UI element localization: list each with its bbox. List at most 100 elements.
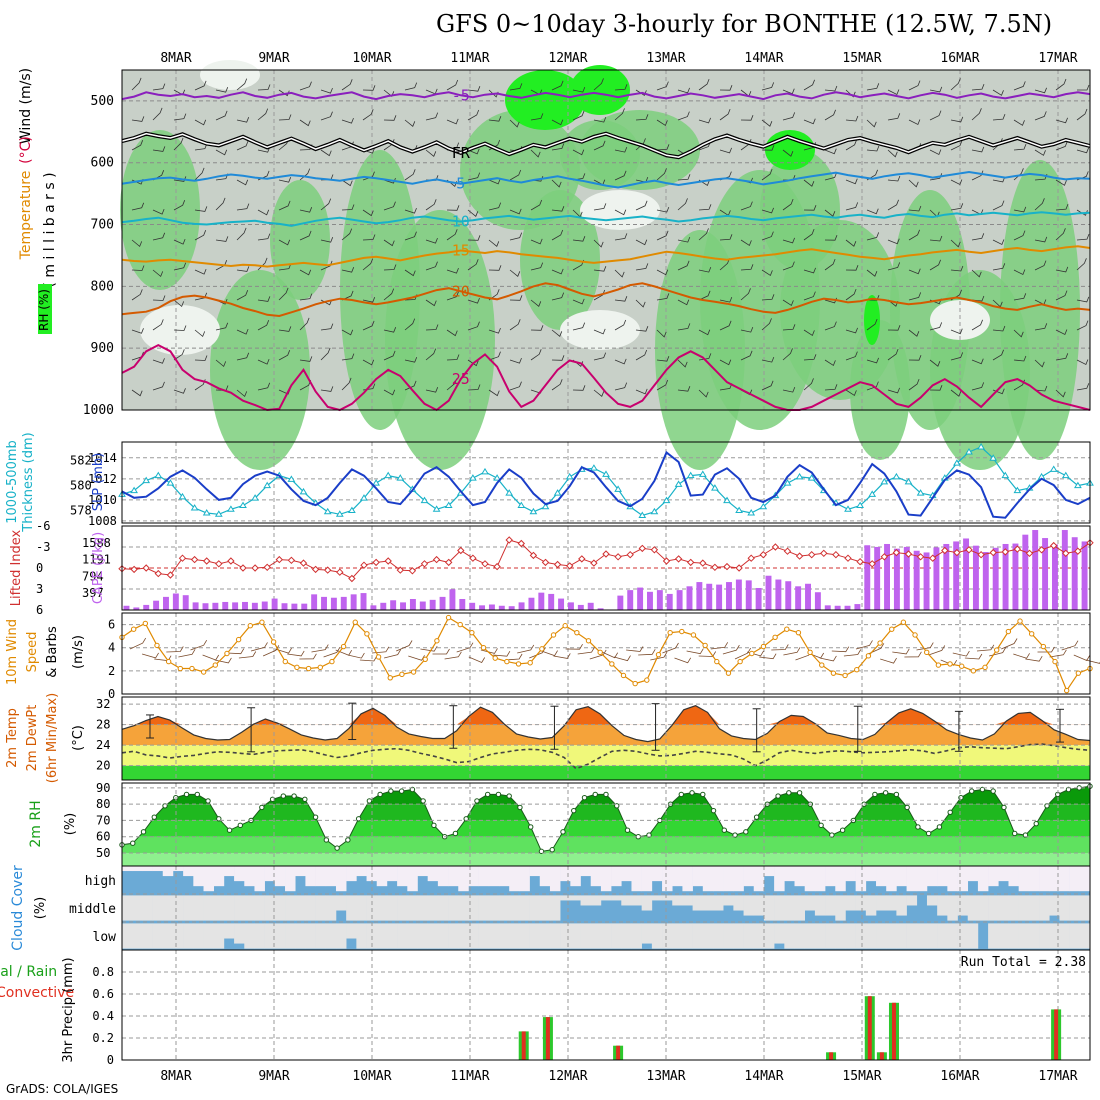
wind-barb [656, 379, 669, 391]
cloud-clear-cell [203, 923, 215, 949]
temp2m-frame [121, 696, 1091, 781]
wind-barb [320, 386, 334, 392]
cloud-clear-cell [743, 866, 755, 887]
wind-barb [782, 149, 794, 157]
wind-barb [1034, 111, 1047, 121]
thickness-marker [130, 486, 138, 494]
cape-bar [972, 545, 979, 610]
wind-barb [383, 288, 395, 301]
lifted-index-marker [408, 567, 417, 575]
wind-barb [299, 356, 313, 362]
wind-speed-marker [247, 623, 253, 629]
thickness-marker [565, 472, 574, 480]
date-label: 8MAR [160, 1069, 191, 1084]
rh-marker [506, 793, 512, 799]
lifted-index-marker [783, 547, 792, 555]
thickness-marker [1049, 465, 1058, 472]
wind-barb [236, 352, 250, 361]
wind-barb [215, 197, 226, 211]
rh-marker [312, 814, 319, 820]
wind-barb [1076, 233, 1090, 241]
wind-barb [362, 359, 375, 366]
cloud-clear-cell [916, 923, 928, 949]
lifted-index-marker [735, 564, 743, 572]
wind-speed-marker [259, 619, 265, 625]
cape-tick-label: 1191 [82, 553, 111, 567]
wind-barb [950, 352, 964, 361]
cloud-clear-cell [335, 923, 347, 949]
wind-barb [530, 238, 543, 245]
wind-speed-marker [819, 662, 825, 668]
cloud-clear-cell [672, 923, 683, 949]
wind-barb [614, 233, 628, 241]
thickness-marker [323, 507, 332, 515]
wind-barb [572, 236, 586, 242]
lifted-index-marker [1001, 548, 1010, 556]
rh-marker [990, 788, 996, 794]
wind-barb [593, 389, 605, 397]
wind-barb [467, 259, 479, 271]
wind-barb [341, 204, 355, 211]
contour-4: 15 [121, 242, 1091, 268]
cloud-clear-cell [305, 866, 316, 887]
thickness-marker [614, 485, 622, 492]
rh-marker [979, 786, 986, 793]
thickness-marker [698, 470, 707, 477]
cloud-clear-cell [1039, 923, 1050, 949]
cloud-clear-cell [549, 866, 561, 892]
cloud-clear-cell [631, 923, 642, 949]
wind-barb [1034, 323, 1048, 331]
wind-speed-marker [364, 631, 370, 637]
cloud-clear-cell [804, 866, 816, 892]
wind-barb [341, 179, 353, 187]
slp-tick-label: 1008 [88, 514, 117, 528]
cloud-clear-cell [621, 866, 632, 882]
cloud-clear-cell [1079, 923, 1091, 949]
rh-marker [291, 793, 297, 799]
temp-units-label: (°C) [71, 725, 86, 751]
lifted-index-marker [227, 557, 235, 565]
lifted-index-marker [505, 536, 513, 544]
wind-barb [698, 204, 712, 211]
thickness-marker [287, 475, 296, 482]
wind-barb [572, 149, 585, 156]
temp-tick-label: 32 [96, 697, 110, 711]
wind-barb [698, 290, 711, 301]
cloud-clear-cell [753, 923, 765, 949]
cape-bar [538, 592, 545, 610]
rh-marker [839, 827, 846, 833]
wind-barb [1013, 119, 1025, 126]
cloud-clear-cell [549, 923, 561, 949]
wind-barb [404, 169, 416, 181]
wind-barb [740, 239, 752, 246]
cape-bar [844, 605, 851, 610]
cloud-clear-cell [1069, 923, 1081, 949]
wind-barb [638, 649, 656, 656]
rh-band [122, 820, 1090, 837]
wind-barb [887, 238, 900, 245]
cape-bar [321, 596, 327, 610]
wind-barb [824, 172, 838, 181]
wind-barb [467, 86, 481, 92]
rh-marker [474, 798, 480, 804]
lifted-index-marker [1049, 541, 1058, 550]
rh-tick-label: 50 [96, 846, 110, 860]
wind-barb [656, 293, 670, 301]
wind-barb [359, 655, 378, 662]
cape-bar [1012, 543, 1019, 610]
cloud-clear-cell [926, 923, 938, 949]
wind-barb [929, 322, 943, 331]
lifted-index-marker [432, 555, 441, 564]
rh-band [122, 804, 1090, 821]
wind-barb [468, 656, 486, 664]
thickness-marker [263, 481, 272, 489]
wind-barb [1034, 198, 1045, 211]
wind-barb [614, 170, 627, 181]
cloud-clear-cell [682, 866, 693, 892]
wind-barb [635, 263, 649, 271]
wind-speed-marker [165, 658, 172, 665]
cape-bar [518, 602, 525, 610]
wind-barb [1076, 383, 1090, 391]
lifted-index-marker [699, 559, 707, 567]
wind-barb [614, 108, 625, 121]
